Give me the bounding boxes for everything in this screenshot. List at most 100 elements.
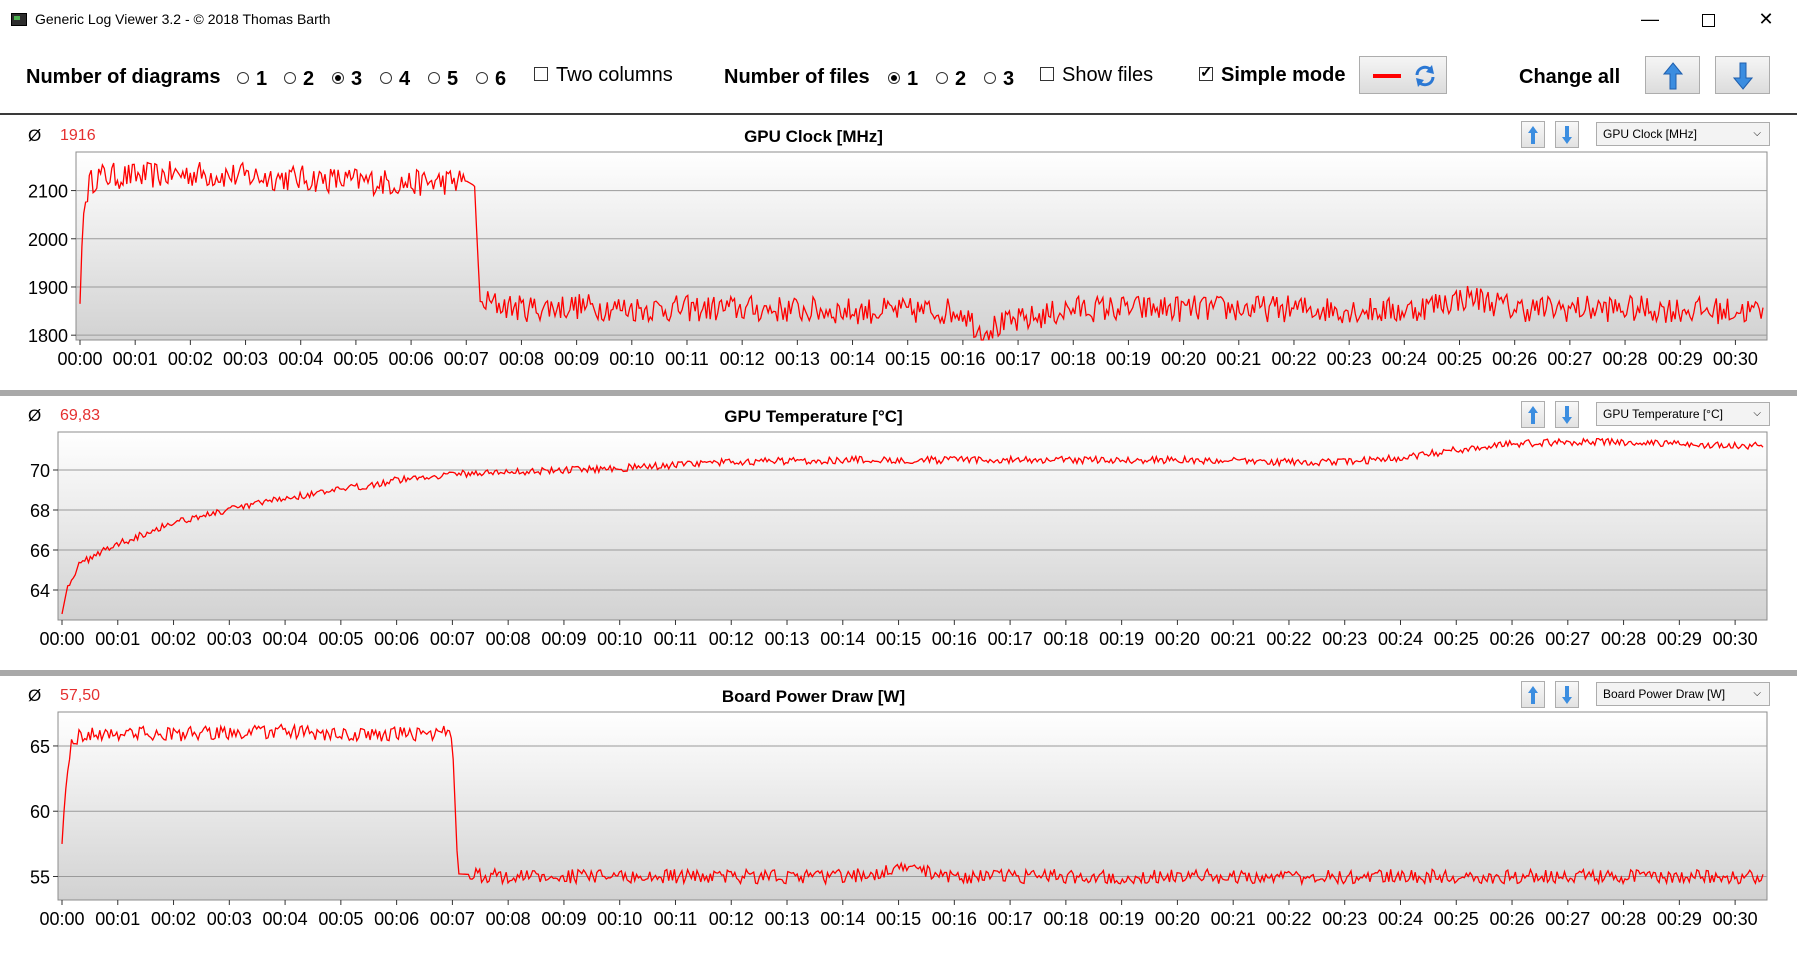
series-select[interactable]: GPU Clock [MHz] ⌵	[1596, 122, 1770, 146]
x-tick-label: 00:16	[932, 909, 977, 929]
series-line	[79, 161, 1764, 341]
x-tick-label: 00:26	[1490, 629, 1535, 649]
red-line-icon	[1373, 74, 1401, 78]
number-of-diagrams-label: Number of diagrams	[26, 66, 221, 88]
x-tick-label: 00:17	[988, 629, 1033, 649]
average-value: 69,83	[60, 407, 101, 424]
series-color-refresh-button[interactable]	[1359, 56, 1447, 94]
x-tick-label: 00:09	[554, 349, 599, 369]
diagrams-radio-2[interactable]: 2	[284, 68, 314, 91]
x-tick-label: 00:03	[207, 909, 252, 929]
chevron-down-icon: ⌵	[1753, 688, 1761, 699]
diagrams-radio-1[interactable]: 1	[237, 68, 267, 91]
toolbar-separator	[0, 113, 1797, 115]
arrow-down-icon	[1562, 126, 1572, 144]
move-down-button[interactable]	[1555, 681, 1579, 708]
x-tick-label: 00:20	[1155, 629, 1200, 649]
x-tick-label: 00:13	[775, 349, 820, 369]
change-all-down-button[interactable]	[1715, 56, 1770, 94]
x-tick-label: 00:14	[830, 349, 875, 369]
x-tick-label: 00:17	[988, 909, 1033, 929]
average-value: 1916	[60, 127, 96, 144]
y-tick-label: 1800	[28, 326, 68, 346]
y-tick-label: 1900	[28, 278, 68, 298]
diagram-title: GPU Clock [MHz]	[744, 127, 883, 146]
x-tick-label: 00:30	[1713, 629, 1758, 649]
y-tick-label: 2000	[28, 230, 68, 250]
x-tick-label: 00:11	[654, 909, 698, 929]
x-tick-label: 00:19	[1106, 349, 1151, 369]
move-up-button[interactable]	[1521, 401, 1545, 428]
average-symbol: Ø	[28, 686, 42, 705]
x-tick-label: 00:18	[1043, 629, 1088, 649]
move-down-button[interactable]	[1555, 121, 1579, 148]
plot-area	[57, 431, 1768, 621]
title-bar: Generic Log Viewer 3.2 - © 2018 Thomas B…	[0, 0, 1797, 40]
x-tick-label: 00:05	[318, 909, 363, 929]
diagrams-radio-6[interactable]: 6	[476, 68, 506, 91]
x-tick-label: 00:00	[39, 909, 84, 929]
files-radio-2[interactable]: 2	[936, 68, 966, 91]
x-tick-label: 00:28	[1603, 349, 1648, 369]
x-tick-label: 00:15	[885, 349, 930, 369]
diagram-title: Board Power Draw [W]	[721, 687, 906, 706]
x-tick-label: 00:01	[95, 629, 140, 649]
diagrams-radio-4[interactable]: 4	[380, 68, 410, 91]
change-all-label: Change all	[1519, 66, 1621, 88]
move-up-button[interactable]	[1521, 121, 1545, 148]
x-tick-label: 00:16	[940, 349, 985, 369]
arrow-up-icon	[1528, 686, 1538, 704]
x-tick-label: 00:06	[389, 349, 434, 369]
x-tick-label: 00:07	[444, 349, 489, 369]
x-tick-label: 00:23	[1322, 629, 1367, 649]
x-tick-label: 00:24	[1378, 909, 1423, 929]
show-files-checkbox[interactable]: Show files	[1040, 64, 1153, 87]
move-down-button[interactable]	[1555, 401, 1579, 428]
series-select[interactable]: GPU Temperature [°C] ⌵	[1596, 402, 1770, 426]
x-tick-label: 00:29	[1658, 349, 1703, 369]
x-tick-label: 00:29	[1657, 909, 1702, 929]
files-radio-1[interactable]: 1	[888, 68, 918, 91]
x-tick-label: 00:25	[1434, 909, 1479, 929]
x-tick-label: 00:20	[1161, 349, 1206, 369]
x-tick-label: 00:04	[263, 909, 308, 929]
maximize-button[interactable]	[1679, 0, 1737, 40]
line-chart: 55 60 65 00:00 00:01 00:02 00:03 00:04 00:05 00:0…	[30, 711, 1768, 929]
x-tick-label: 00:02	[151, 909, 196, 929]
x-tick-label: 00:19	[1099, 909, 1144, 929]
x-tick-label: 00:01	[113, 349, 158, 369]
average-value: 57,50	[60, 687, 101, 704]
diagrams-radio-3[interactable]: 3	[332, 68, 362, 91]
average-symbol: Ø	[28, 406, 42, 425]
series-select[interactable]: Board Power Draw [W] ⌵	[1596, 682, 1770, 706]
panel-separator[interactable]	[0, 670, 1797, 676]
x-tick-label: 00:08	[486, 629, 531, 649]
window-title: Generic Log Viewer 3.2 - © 2018 Thomas B…	[35, 11, 331, 27]
x-tick-label: 00:24	[1382, 349, 1427, 369]
x-tick-label: 00:27	[1547, 349, 1592, 369]
x-tick-label: 00:01	[95, 909, 140, 929]
minimize-button[interactable]: —	[1621, 0, 1679, 40]
change-all-up-button[interactable]	[1645, 56, 1700, 94]
x-tick-label: 00:06	[374, 909, 419, 929]
x-tick-label: 00:30	[1713, 349, 1758, 369]
diagrams-radio-5[interactable]: 5	[428, 68, 458, 91]
x-tick-label: 00:11	[665, 349, 709, 369]
close-icon: ✕	[1758, 9, 1774, 29]
x-tick-label: 00:05	[318, 629, 363, 649]
panel-separator[interactable]	[0, 390, 1797, 396]
close-button[interactable]: ✕	[1737, 0, 1795, 40]
x-tick-label: 00:14	[820, 629, 865, 649]
x-tick-label: 00:06	[374, 629, 419, 649]
two-columns-checkbox[interactable]: Two columns	[534, 64, 673, 87]
y-tick-label: 70	[30, 461, 50, 481]
x-tick-label: 00:03	[223, 349, 268, 369]
x-tick-label: 00:07	[430, 909, 475, 929]
move-up-button[interactable]	[1521, 681, 1545, 708]
files-radio-3[interactable]: 3	[984, 68, 1014, 91]
y-tick-label: 64	[30, 581, 50, 601]
x-tick-label: 00:29	[1657, 629, 1702, 649]
simple-mode-checkbox[interactable]: Simple mode	[1199, 63, 1345, 87]
x-tick-label: 00:17	[996, 349, 1041, 369]
x-tick-label: 00:28	[1601, 909, 1646, 929]
